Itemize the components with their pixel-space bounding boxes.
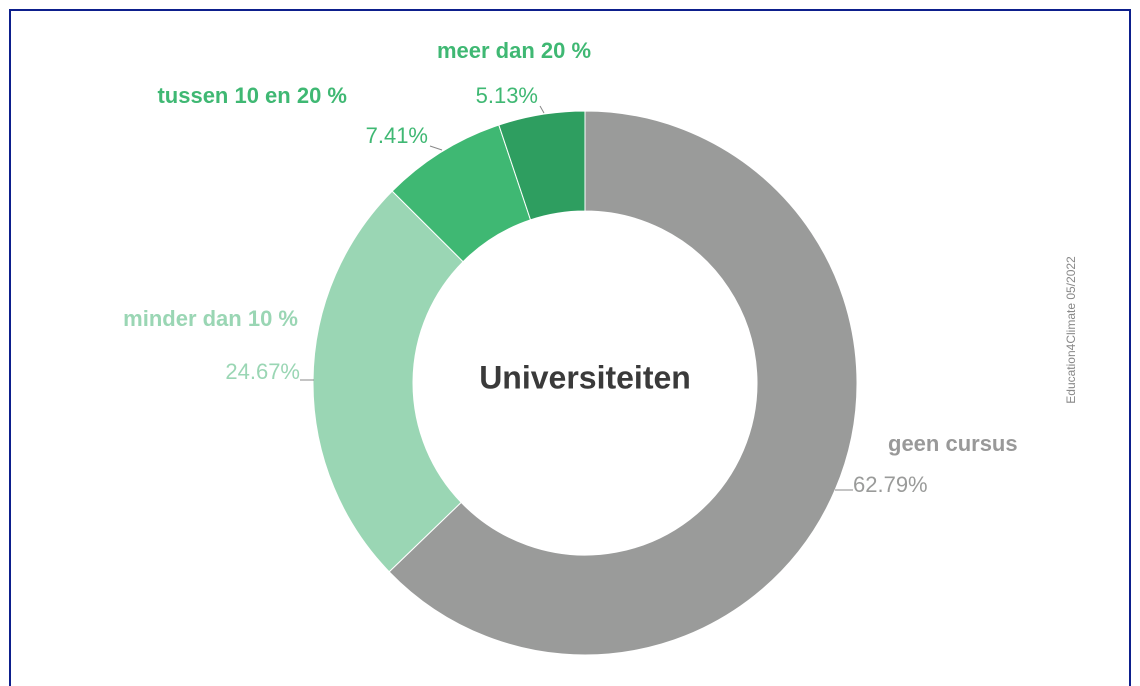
slice-name: meer dan 20 % [437, 38, 591, 63]
leader-line [539, 105, 545, 114]
slice [312, 190, 464, 573]
chart-title: Universiteiten [479, 359, 691, 395]
slices [312, 110, 858, 656]
value-label: 24.67% [225, 359, 300, 384]
slice-name: geen cursus [888, 431, 1018, 456]
leader-line [429, 145, 443, 151]
slice [388, 110, 858, 656]
value-label: 5.13% [476, 83, 538, 108]
value-label: 62.79% [853, 472, 928, 497]
slice-name: minder dan 10 % [123, 306, 298, 331]
slice-name: tussen 10 en 20 % [157, 83, 347, 108]
slice [498, 110, 586, 221]
annotation: Education4Climate 05/2022 [1064, 256, 1078, 404]
value-label: 7.41% [366, 123, 428, 148]
frame [9, 9, 1131, 686]
